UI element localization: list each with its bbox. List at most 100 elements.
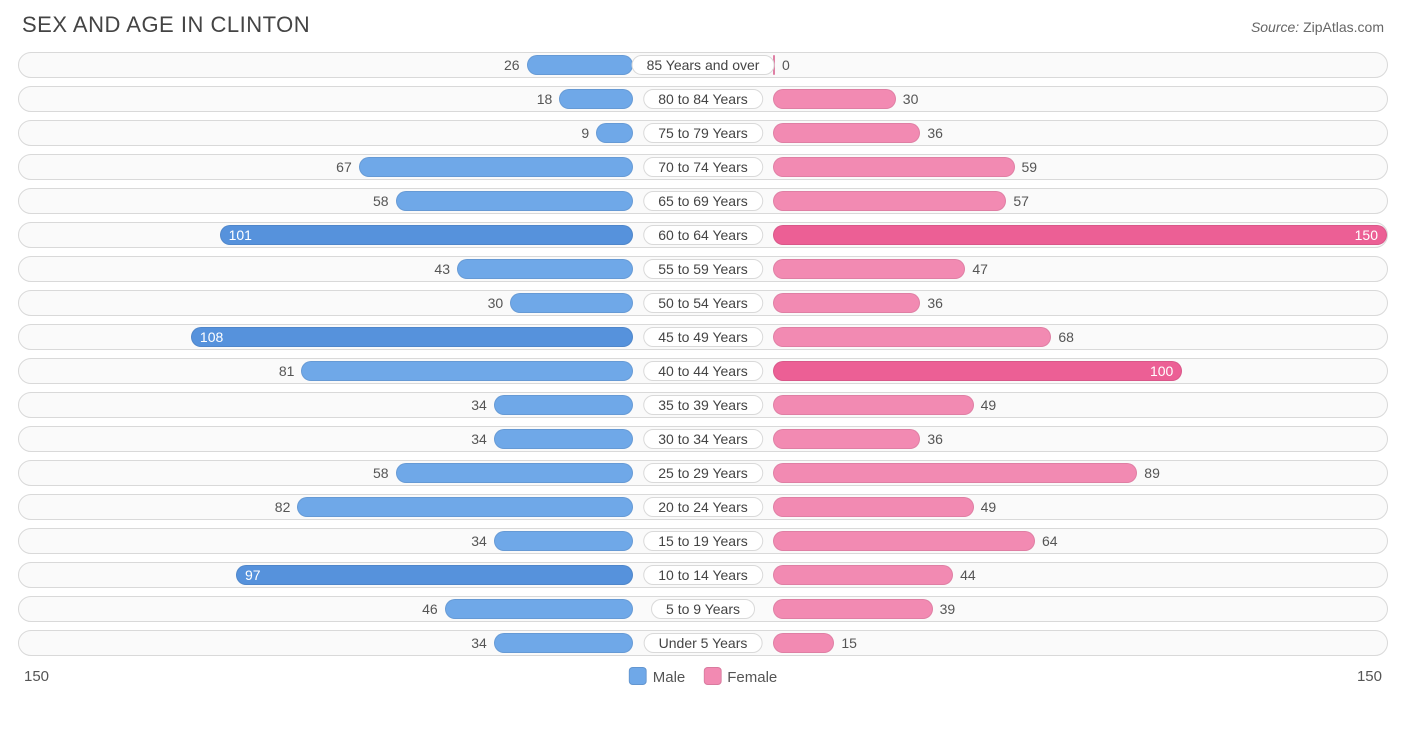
male-half: 43 xyxy=(19,257,703,281)
female-bar: 49 xyxy=(773,395,974,415)
male-value: 34 xyxy=(471,635,487,651)
male-bar: 101 xyxy=(220,225,633,245)
male-bar: 34 xyxy=(494,395,633,415)
chart-footer: 150 Male Female 150 xyxy=(18,664,1388,688)
male-bar: 18 xyxy=(559,89,633,109)
pyramid-row: 93675 to 79 Years xyxy=(18,120,1388,146)
pyramid-row: 108 68 45 to 49 Years xyxy=(18,324,1388,350)
male-value: 46 xyxy=(422,601,438,617)
age-group-label: 80 to 84 Years xyxy=(643,89,763,109)
female-half: 89 xyxy=(703,461,1387,485)
male-bar: 34 xyxy=(494,633,633,653)
age-group-label: 20 to 24 Years xyxy=(643,497,763,517)
age-group-label: 55 to 59 Years xyxy=(643,259,763,279)
age-group-label: 85 Years and over xyxy=(632,55,775,75)
male-value: 58 xyxy=(373,193,389,209)
chart-source: Source: ZipAtlas.com xyxy=(1251,19,1384,35)
female-half: 39 xyxy=(703,597,1387,621)
female-bar: 89 xyxy=(773,463,1137,483)
source-value: ZipAtlas.com xyxy=(1303,19,1384,35)
population-pyramid: 26 0 85 Years and over 18 30 80 to 84 Years 9 3… xyxy=(18,52,1388,656)
female-half: 36 xyxy=(703,291,1387,315)
female-bar: 59 xyxy=(773,157,1015,177)
male-half: 30 xyxy=(19,291,703,315)
female-bar: 30 xyxy=(773,89,896,109)
pyramid-row: 585765 to 69 Years xyxy=(18,188,1388,214)
male-bar: 81 xyxy=(301,361,633,381)
age-group-label: 70 to 74 Years xyxy=(643,157,763,177)
female-value: 59 xyxy=(1022,159,1038,175)
female-bar: 68 xyxy=(773,327,1051,347)
male-half: 34 xyxy=(19,529,703,553)
age-group-label: 45 to 49 Years xyxy=(643,327,763,347)
axis-max-right: 150 xyxy=(1357,668,1382,685)
male-value: 26 xyxy=(504,57,520,73)
legend-female-label: Female xyxy=(727,669,777,686)
female-value: 44 xyxy=(960,567,976,583)
female-bar: 36 xyxy=(773,123,920,143)
female-value: 100 xyxy=(1150,363,1173,379)
male-bar: 30 xyxy=(510,293,633,313)
age-group-label: 40 to 44 Years xyxy=(643,361,763,381)
male-half: 58 xyxy=(19,461,703,485)
pyramid-row: 30 36 50 to 54 Years xyxy=(18,290,1388,316)
female-half: 68 xyxy=(703,325,1387,349)
pyramid-row: 58 89 25 to 29 Years xyxy=(18,460,1388,486)
female-value: 36 xyxy=(927,295,943,311)
male-half: 81 xyxy=(19,359,703,383)
axis-max-left: 150 xyxy=(24,668,49,685)
female-swatch-icon xyxy=(703,667,721,685)
male-value: 81 xyxy=(279,363,295,379)
male-value: 34 xyxy=(471,397,487,413)
female-bar: 39 xyxy=(773,599,933,619)
female-bar: 47 xyxy=(773,259,965,279)
male-value: 67 xyxy=(336,159,352,175)
female-half: 15 xyxy=(703,631,1387,655)
male-bar: 97 xyxy=(236,565,633,585)
male-bar: 26 xyxy=(527,55,633,75)
pyramid-row: 46395 to 9 Years xyxy=(18,596,1388,622)
male-bar: 9 xyxy=(596,123,633,143)
male-swatch-icon xyxy=(629,667,647,685)
age-group-label: 35 to 39 Years xyxy=(643,395,763,415)
male-half: 34 xyxy=(19,393,703,417)
male-bar: 108 xyxy=(191,327,633,347)
female-value: 49 xyxy=(981,499,997,515)
male-half: 18 xyxy=(19,87,703,111)
age-group-label: 15 to 19 Years xyxy=(643,531,763,551)
chart-header: SEX AND AGE IN CLINTON Source: ZipAtlas.… xyxy=(18,12,1388,38)
pyramid-row: 34 36 30 to 34 Years xyxy=(18,426,1388,452)
female-bar: 49 xyxy=(773,497,974,517)
male-half: 67 xyxy=(19,155,703,179)
male-value: 18 xyxy=(537,91,553,107)
pyramid-row: 34 64 15 to 19 Years xyxy=(18,528,1388,554)
male-value: 30 xyxy=(488,295,504,311)
male-bar: 58 xyxy=(396,463,633,483)
female-value: 36 xyxy=(927,125,943,141)
pyramid-row: 34 49 35 to 39 Years xyxy=(18,392,1388,418)
legend-female: Female xyxy=(703,667,777,686)
female-bar: 36 xyxy=(773,293,920,313)
pyramid-row: 974410 to 14 Years xyxy=(18,562,1388,588)
female-value: 15 xyxy=(841,635,857,651)
female-value: 89 xyxy=(1144,465,1160,481)
female-half: 150 xyxy=(703,223,1387,247)
female-value: 36 xyxy=(927,431,943,447)
male-half: 34 xyxy=(19,427,703,451)
female-value: 0 xyxy=(782,57,790,73)
male-value: 9 xyxy=(581,125,589,141)
pyramid-row: 824920 to 24 Years xyxy=(18,494,1388,520)
male-half: 26 xyxy=(19,53,703,77)
male-value: 34 xyxy=(471,431,487,447)
age-group-label: 50 to 54 Years xyxy=(643,293,763,313)
female-value: 150 xyxy=(1355,227,1378,243)
male-value: 97 xyxy=(245,567,261,583)
male-bar: 34 xyxy=(494,531,633,551)
male-bar: 43 xyxy=(457,259,633,279)
age-group-label: 25 to 29 Years xyxy=(643,463,763,483)
female-bar: 64 xyxy=(773,531,1035,551)
age-group-label: 30 to 34 Years xyxy=(643,429,763,449)
female-bar: 15 xyxy=(773,633,834,653)
female-half: 0 xyxy=(703,53,1387,77)
female-half: 44 xyxy=(703,563,1387,587)
